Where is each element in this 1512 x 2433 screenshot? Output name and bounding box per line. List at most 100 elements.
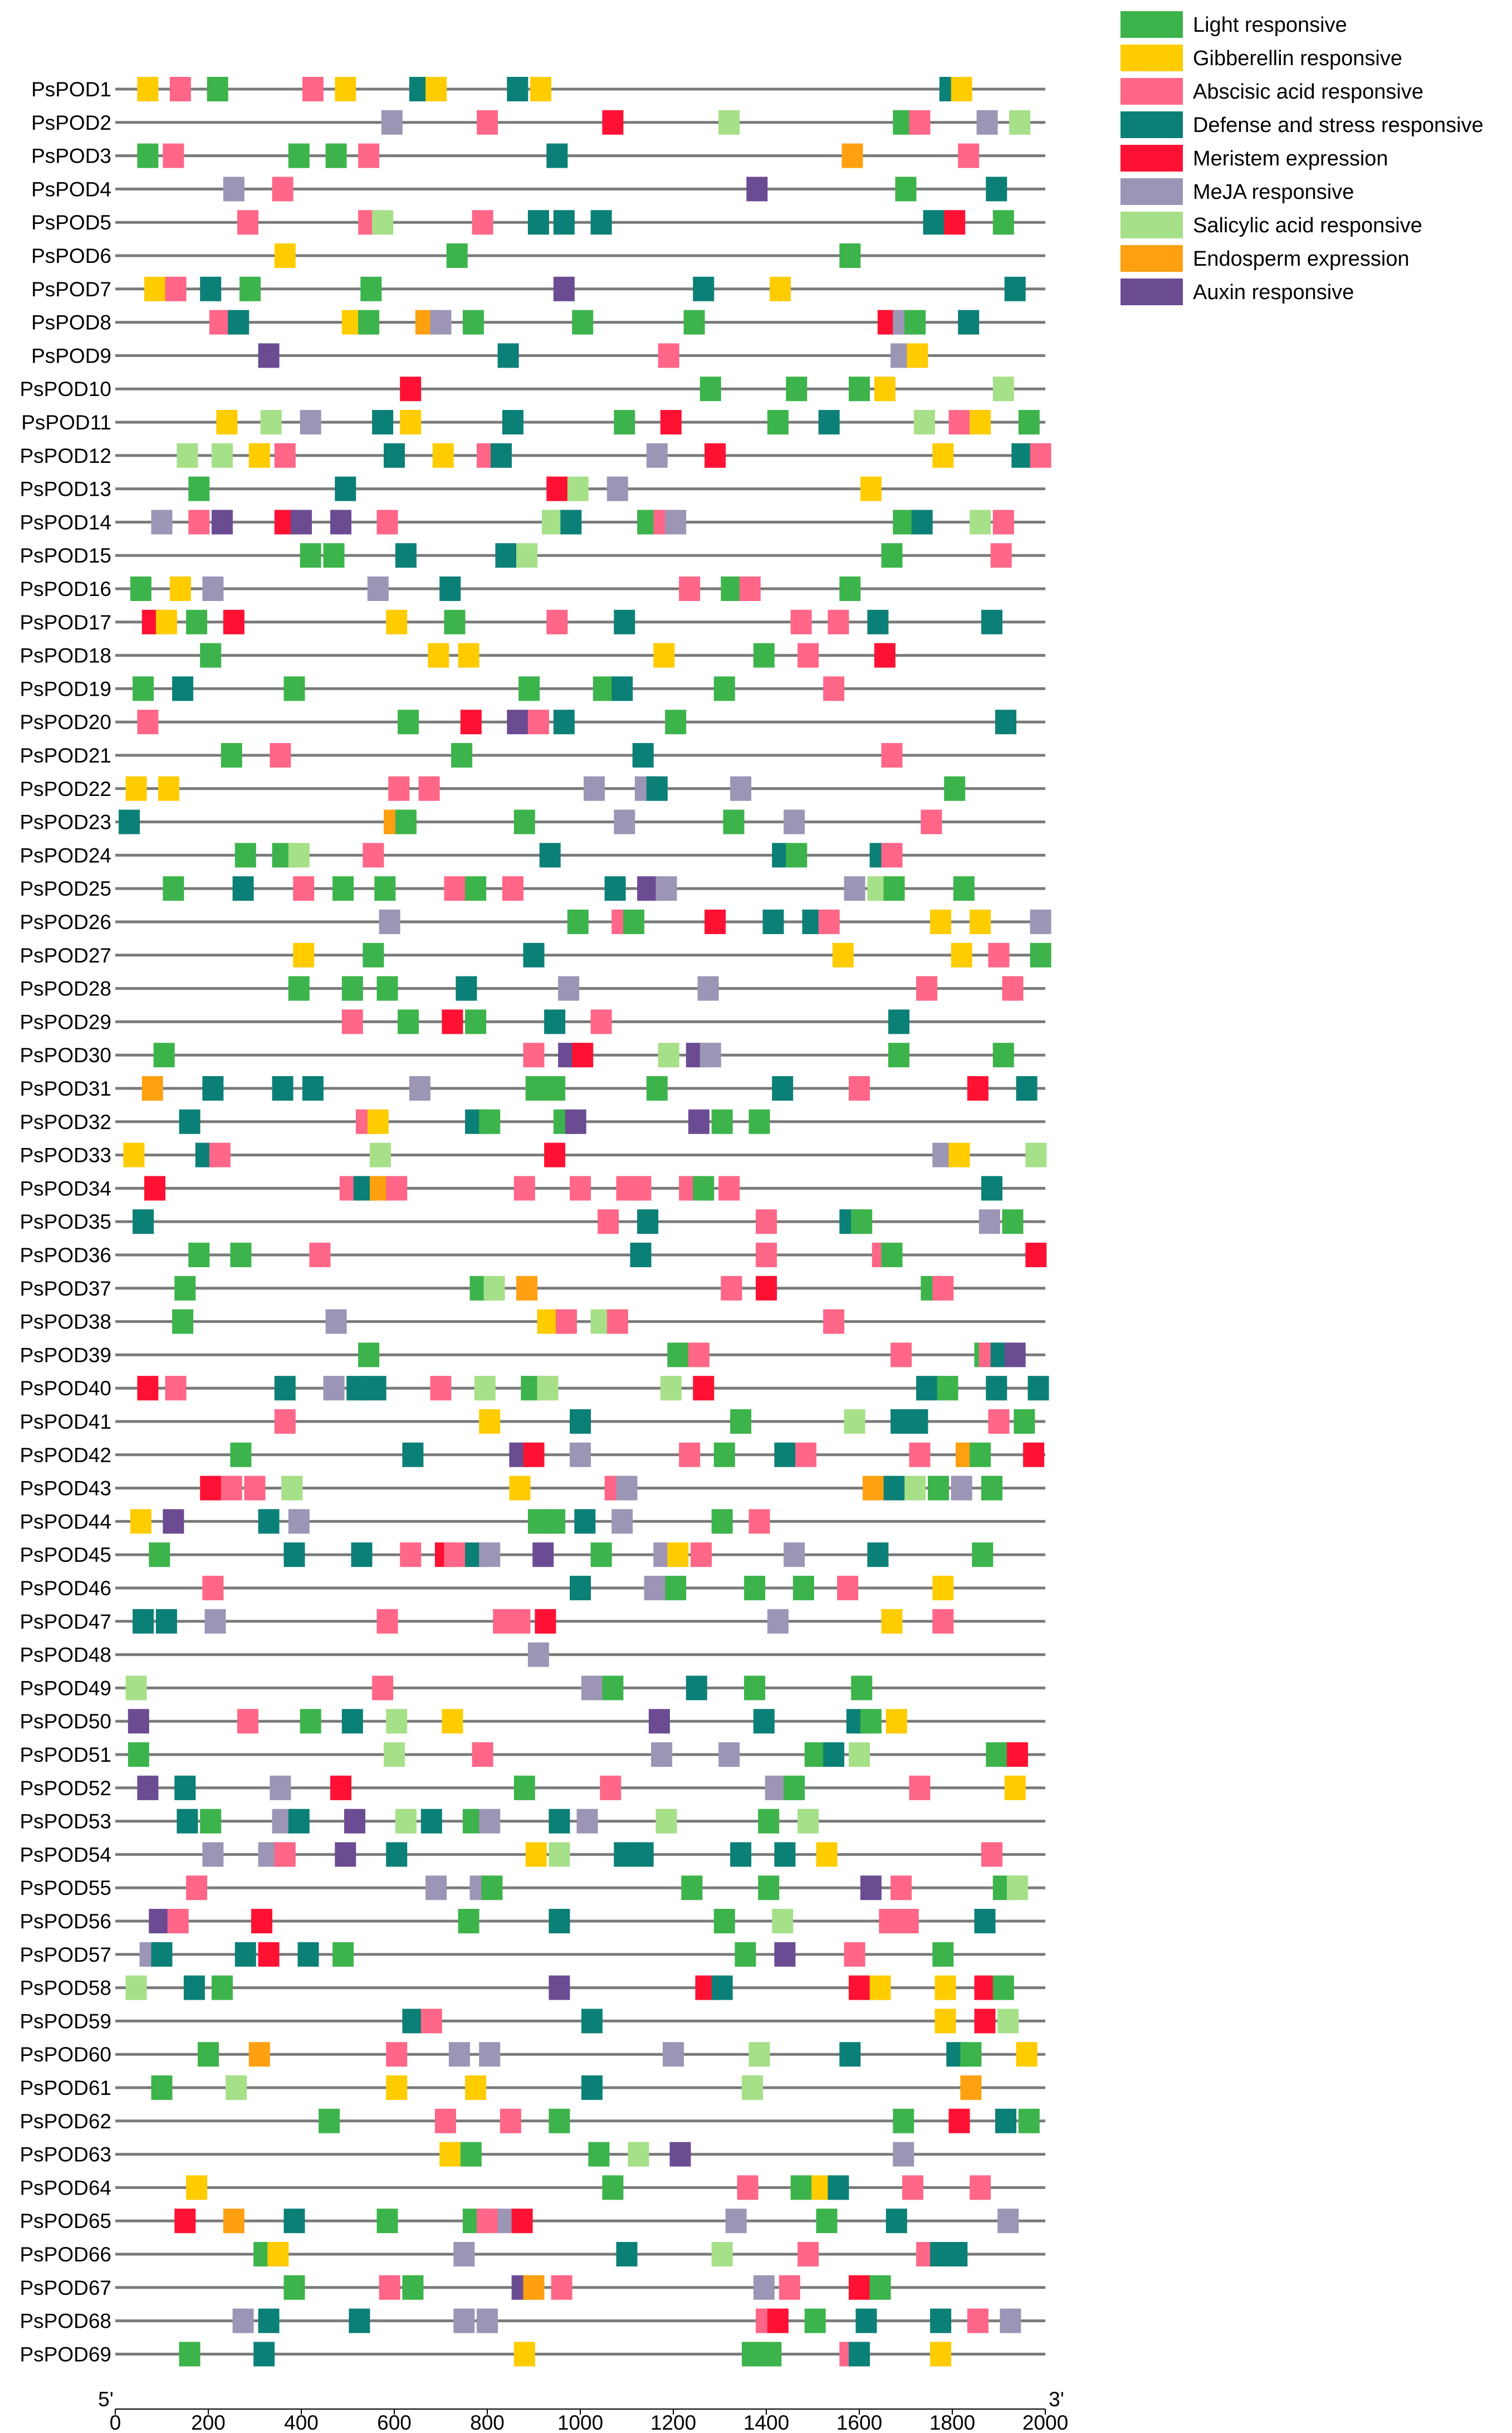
element-box-def [1016,1076,1038,1101]
element-box-aba [477,110,498,135]
element-box-aba [388,776,410,801]
gene-row: PsPOD43 [19,1476,1045,1501]
element-box-light [444,609,466,634]
element-box-gib [537,1309,559,1334]
gene-label: PsPOD41 [19,1410,111,1433]
element-box-aba [221,1476,242,1501]
gene-row: PsPOD48 [19,1642,1045,1667]
element-box-aba [188,510,210,535]
element-box-def [527,210,549,235]
gene-label: PsPOD20 [19,711,111,734]
element-box-light [360,276,382,301]
legend-swatch-gib [1120,45,1183,71]
element-box-endo [960,2075,982,2100]
element-box-mer [874,643,896,668]
element-box-aba [797,643,819,668]
element-box-aba [590,1009,612,1034]
gene-row: PsPOD69 [19,2342,1045,2367]
gene-label: PsPOD10 [19,378,111,400]
element-box-aba [844,1942,865,1967]
element-box-light [753,643,775,668]
element-box-meja [430,310,452,335]
element-box-gib [934,1975,956,2000]
element-box-aba [967,2308,989,2333]
element-box-light [234,843,256,868]
element-box-def [155,1609,177,1634]
gene-row: PsPOD30 [19,1043,1045,1068]
element-box-def [272,1076,293,1101]
element-box-def [581,2009,603,2034]
gene-row: PsPOD4 [31,177,1045,202]
gene-row: PsPOD36 [19,1243,1047,1267]
element-box-mer [442,1009,463,1034]
gene-label: PsPOD6 [31,245,111,267]
element-box-light [699,377,721,402]
element-box-meja [655,876,677,901]
x-tick-label: 1800 [929,2411,975,2433]
element-box-light [172,1309,194,1334]
element-box-mer [511,2209,533,2234]
element-box-gib [439,2142,461,2167]
element-box-meja [697,976,719,1001]
element-box-def [823,1742,845,1767]
element-box-sa [844,1409,865,1434]
element-box-def [544,1009,566,1034]
x-axis: 5' 3' 0 200 400 600 800 1000 1200 1400 1600 1800 2… [98,2388,1068,2433]
element-box-endo [248,2042,270,2067]
element-box-meja [646,443,668,468]
element-box-light [681,1875,703,1901]
element-box-aba [606,1309,628,1334]
gene-label: PsPOD69 [19,2343,111,2366]
element-box-meja [765,1775,786,1800]
element-box-aba [274,1842,296,1867]
element-box-def [995,2108,1016,2133]
element-box-sa [483,1276,505,1301]
element-box-light [895,177,917,202]
element-box-def [553,210,575,235]
element-box-meja [479,1542,501,1567]
gene-label: PsPOD67 [19,2276,111,2299]
element-box-aba [386,2042,408,2067]
element-box-def [202,1076,224,1101]
gene-label: PsPOD59 [19,2010,111,2033]
element-box-light [693,1176,715,1201]
element-box-aux [137,1775,159,1800]
element-box-light [744,1576,766,1600]
element-box-meja [651,1742,673,1767]
gene-label: PsPOD45 [19,1543,111,1566]
element-box-aux [774,1942,796,1967]
gene-label: PsPOD62 [19,2110,111,2133]
element-box-meja [611,1509,633,1534]
element-box-light [451,743,473,768]
element-box-sa [125,1675,147,1701]
gene-row: PsPOD22 [19,776,1045,801]
element-box-def [693,276,715,301]
element-box-meja [425,1875,447,1901]
element-box-light [230,1243,252,1267]
element-box-mer [849,1975,870,2000]
element-box-def [297,1942,319,1967]
element-box-def [395,543,417,568]
element-box-light [151,2075,173,2100]
gene-label: PsPOD16 [19,578,111,600]
element-box-meja [558,976,580,1001]
element-box-aba [756,1243,777,1267]
element-box-def [119,809,140,834]
element-box-sa [660,1376,682,1401]
element-box-meja [232,2308,254,2333]
element-box-light [665,710,687,735]
gene-row: PsPOD15 [19,543,1045,568]
element-box-light [398,1009,419,1034]
element-box-def [911,510,933,535]
element-box-light [748,1109,770,1134]
element-box-aux [128,1709,149,1734]
element-box-sa [849,1742,870,1767]
element-box-light [904,310,926,335]
element-box-aba [756,1209,777,1234]
gene-row: PsPOD20 [19,710,1045,735]
gene-label: PsPOD56 [19,1910,111,1933]
gene-label: PsPOD68 [19,2310,111,2333]
element-box-def [916,1376,938,1401]
element-box-light [1018,2108,1040,2133]
